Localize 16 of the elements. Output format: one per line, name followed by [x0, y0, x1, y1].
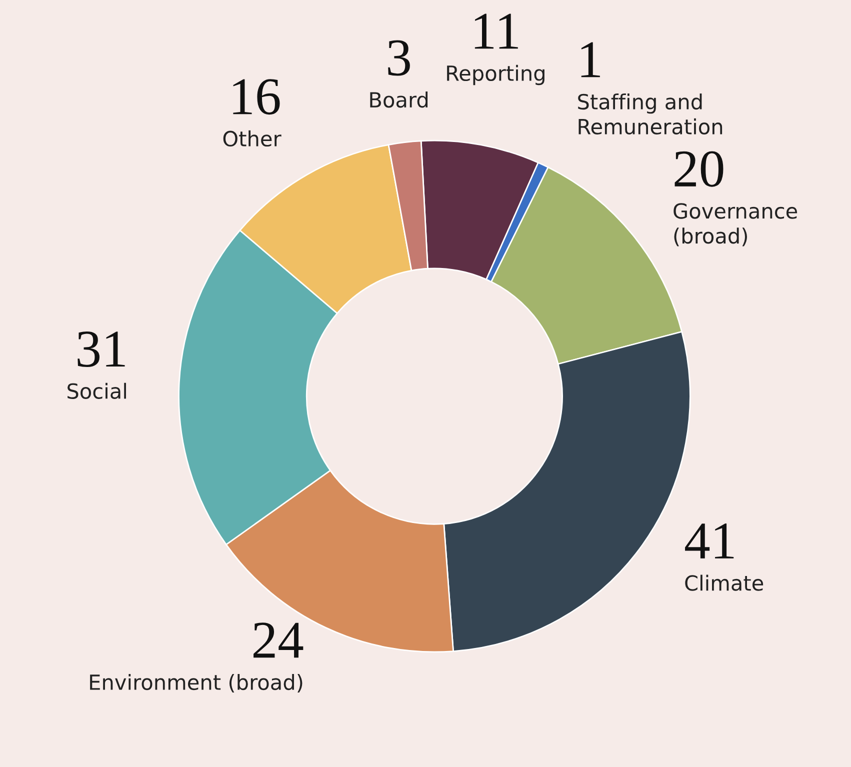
slice-label: Climate	[685, 574, 764, 591]
data-label: 41	[685, 524, 734, 558]
data-label: 24	[254, 622, 304, 658]
slice-label: Social	[68, 382, 126, 399]
slice-label: Board	[370, 92, 428, 108]
data-label: 16	[233, 79, 280, 115]
slice-label: Environment (broad)	[90, 674, 302, 693]
slice-label: Other	[223, 130, 282, 147]
data-label: 1	[581, 42, 600, 78]
slice-label: Staffing and Remuneration	[578, 93, 722, 135]
data-label: 3	[388, 40, 410, 76]
data-label: 11	[474, 14, 518, 49]
slice-label: Reporting	[447, 64, 544, 86]
slice-label: Governance (broad)	[674, 203, 798, 246]
data-label: 31	[78, 332, 125, 368]
data-label: 20	[674, 151, 724, 187]
